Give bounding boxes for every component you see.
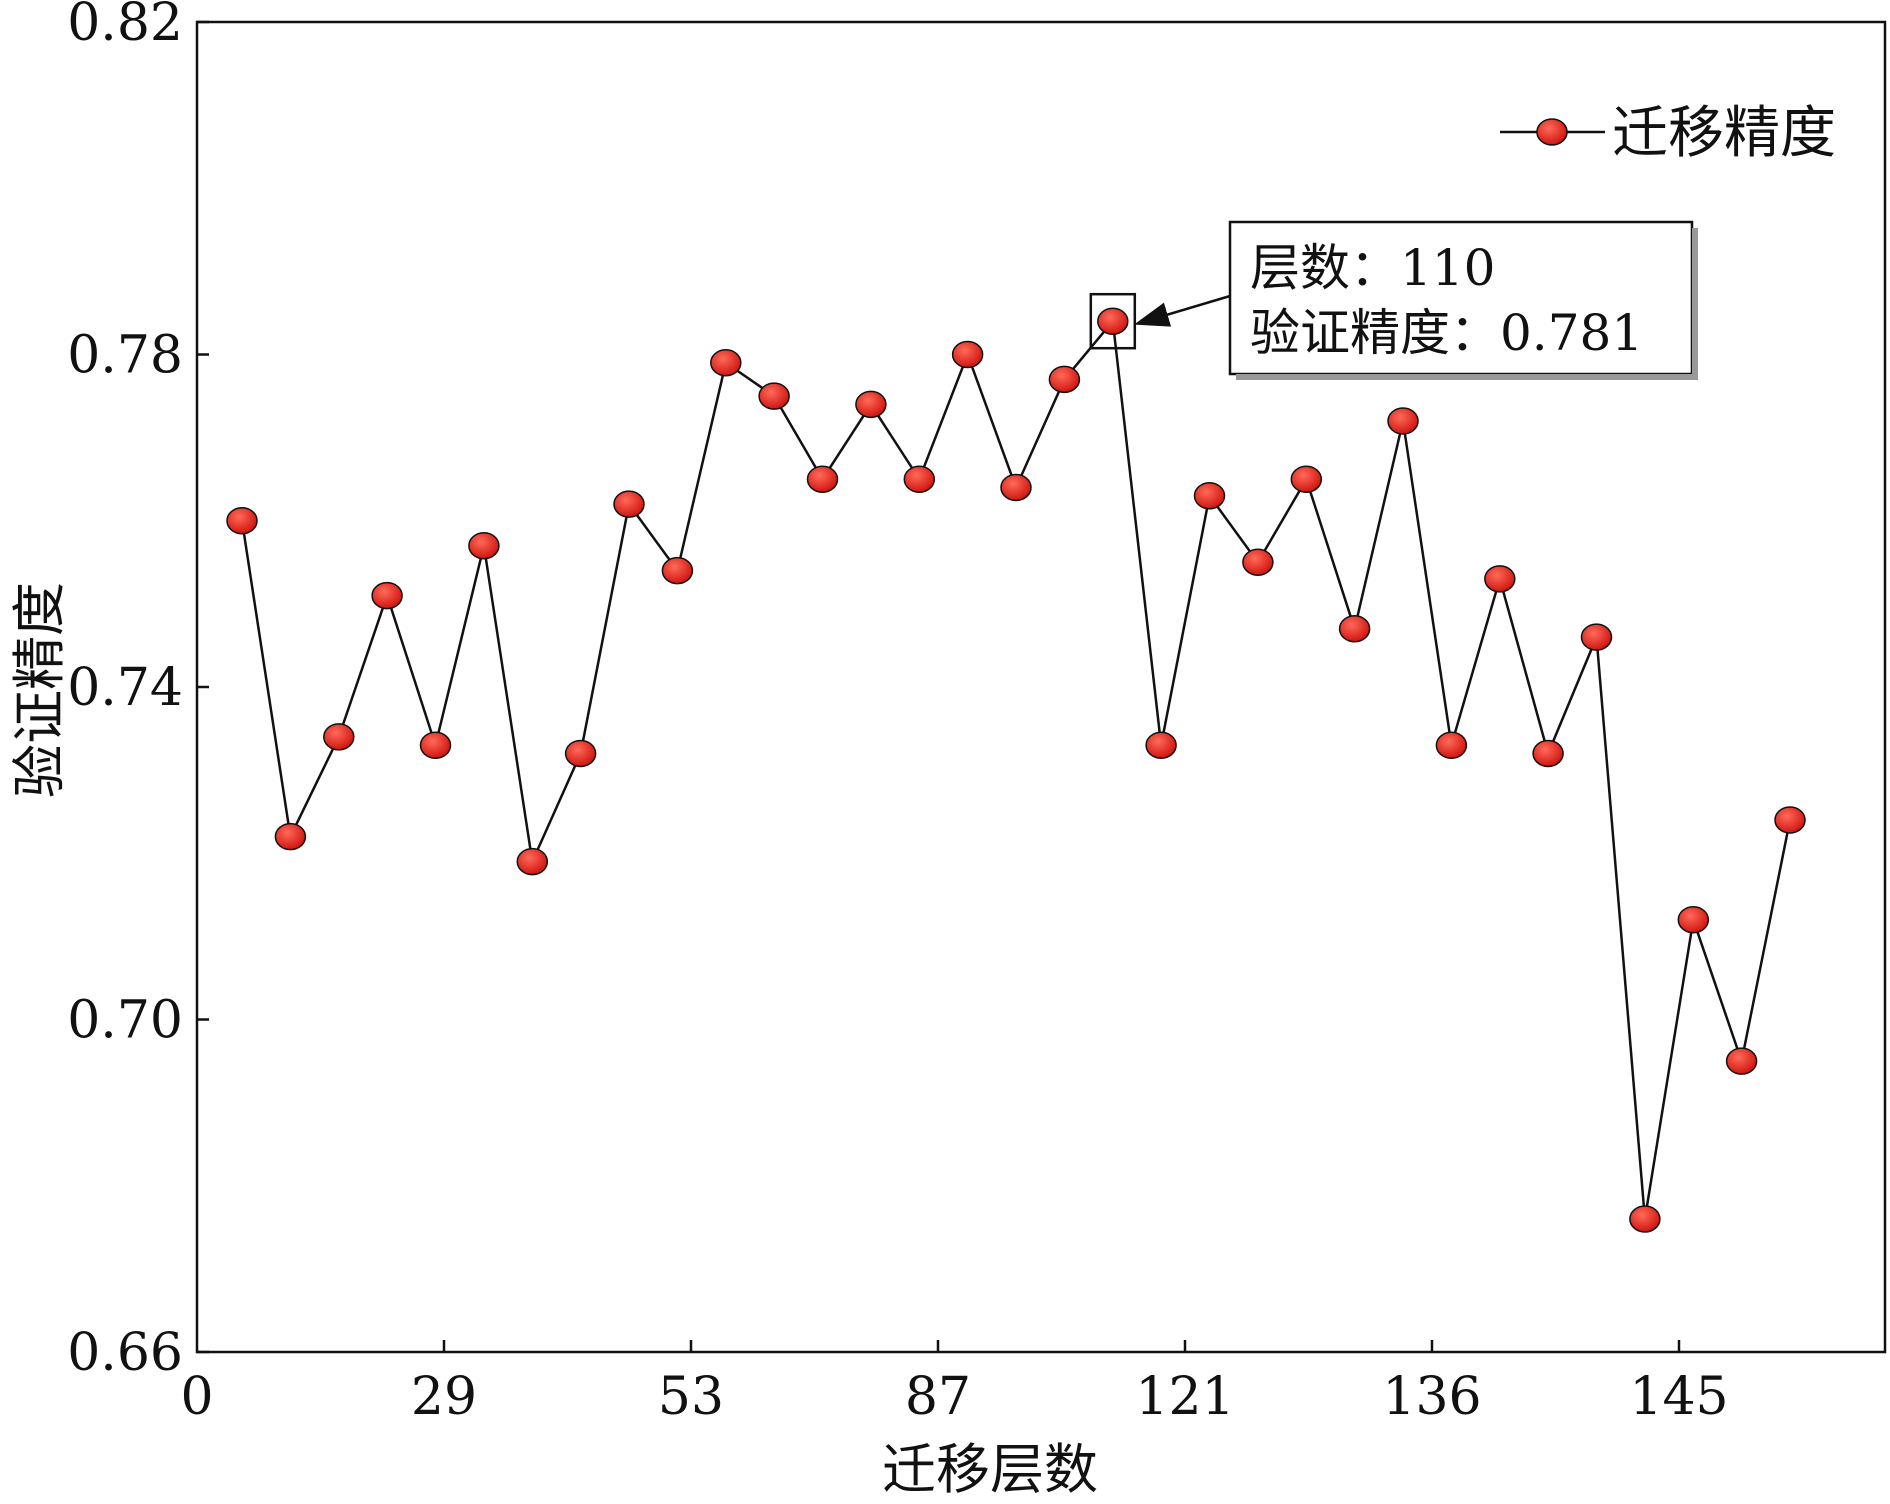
x-tick-label: 87: [905, 1367, 971, 1427]
annotation-box-shadow: [1692, 228, 1698, 380]
data-point: [806, 465, 839, 493]
data-point: [1580, 623, 1613, 651]
data-point: [516, 847, 549, 876]
data-point: [951, 340, 984, 369]
y-tick-label: 0.66: [67, 1323, 183, 1383]
series-layer: [226, 307, 1806, 1233]
data-point: [468, 531, 500, 560]
series-line: [240, 318, 1792, 1220]
data-point: [1725, 1047, 1758, 1075]
x-tick-label: 145: [1629, 1367, 1728, 1427]
data-point: [1532, 739, 1564, 768]
data-point: [1629, 1205, 1661, 1233]
annotation-line-2: 验证精度：0.781: [1250, 304, 1643, 362]
data-point: [226, 506, 258, 535]
data-point: [371, 581, 403, 610]
x-tick-label: 136: [1382, 1367, 1481, 1427]
y-tick-label: 0.78: [67, 326, 183, 386]
data-point: [1290, 465, 1323, 493]
legend: 迁移精度: [1500, 101, 1836, 166]
data-point: [419, 731, 452, 759]
data-point: [1048, 365, 1081, 394]
data-point: [1097, 307, 1129, 335]
data-point: [1435, 731, 1468, 759]
y-tick-label: 0.70: [67, 991, 183, 1051]
data-point: [758, 382, 790, 410]
data-point: [323, 723, 355, 751]
data-point: [710, 349, 742, 377]
data-tip-annotation: 层数：110 验证精度：0.781: [1089, 220, 1698, 380]
data-point: [903, 465, 936, 493]
legend-label: 迁移精度: [1612, 101, 1836, 166]
x-tick-label: 0: [180, 1367, 213, 1427]
data-point: [855, 390, 887, 419]
data-point: [1774, 806, 1806, 834]
data-point: [1145, 731, 1177, 759]
x-tick-label: 121: [1135, 1367, 1234, 1427]
x-axis-title: 迁移层数: [882, 1438, 1098, 1500]
data-point: [661, 556, 694, 585]
x-tick-label: 29: [411, 1367, 477, 1427]
data-point: [1000, 473, 1032, 502]
data-point: [613, 490, 645, 518]
annotation-line-1: 层数：110: [1250, 239, 1495, 297]
data-point: [564, 739, 597, 768]
data-point: [1242, 548, 1274, 577]
data-point: [1484, 565, 1516, 593]
data-point: [1387, 407, 1419, 435]
y-axis-title: 验证精度: [8, 582, 71, 798]
data-point: [1338, 615, 1371, 643]
legend-marker: [1536, 118, 1568, 146]
data-point: [1677, 906, 1710, 934]
y-tick-label: 0.74: [67, 658, 183, 718]
axes: 0.66 0.70 0.74 0.78 0.82 0 29 53 87 121 136 145 迁移层数…: [8, 0, 1887, 1501]
y-tick-label: 0.82: [67, 0, 183, 53]
annotation-box-shadow-bottom: [1236, 374, 1698, 380]
x-tick-label: 53: [658, 1367, 724, 1427]
data-point: [274, 822, 307, 851]
data-point: [1193, 482, 1226, 510]
annotation-arrow: [1134, 294, 1231, 327]
